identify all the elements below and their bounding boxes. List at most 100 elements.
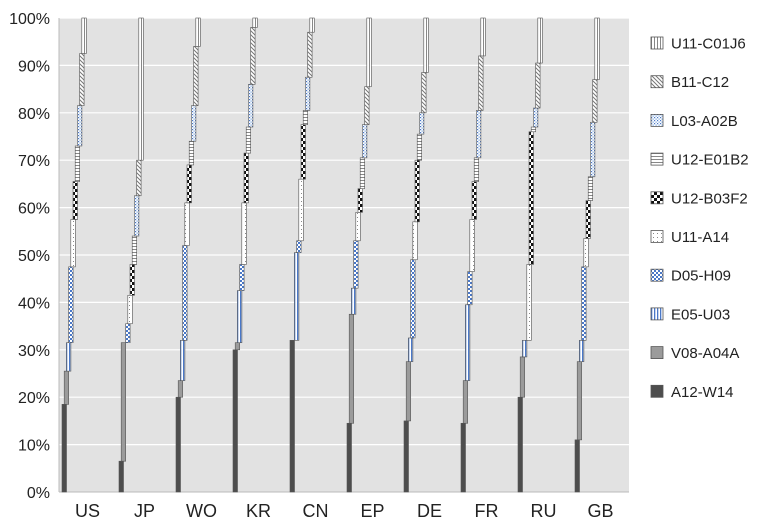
y-tick-label: 0% — [27, 485, 50, 502]
bar-ep-e05-u03 — [351, 287, 357, 315]
bar-jp-b11-c12 — [136, 159, 142, 197]
bar-de-b11-c12 — [421, 72, 427, 114]
legend-item-l03-a02b: L03-A02B — [650, 113, 738, 130]
legend-item-v08-a04a: V08-A04A — [650, 345, 739, 362]
bar-jp-d05-h09 — [125, 323, 131, 343]
bar-wo-d05-h09 — [182, 245, 188, 341]
bar-kr-v08-a04a — [234, 342, 240, 351]
bar-fr-b11-c12 — [478, 55, 484, 111]
bar-us-u12-e01b2 — [74, 145, 80, 182]
bar-ru-u12-e01b2 — [530, 126, 537, 133]
x-tick-label: JP — [134, 501, 155, 521]
bar-us-b11-c12 — [79, 53, 85, 106]
x-axis-tick-labels: US JP WO KR CN EP DE FR RU GB — [75, 501, 614, 521]
bar-wo-u11-a14 — [184, 202, 190, 246]
x-tick-label: DE — [417, 501, 442, 521]
bar-ep-u11-c01j6 — [366, 17, 372, 88]
bar-fr-u11-c01j6 — [480, 17, 486, 57]
bar-stack-wo — [175, 17, 201, 493]
bar-kr-l03-a02b — [248, 84, 254, 128]
legend-item-b11-c12: B11-C12 — [650, 74, 729, 91]
bar-stack-fr — [460, 17, 486, 493]
bar-wo-l03-a02b — [191, 105, 197, 142]
bar-wo-b11-c12 — [193, 46, 199, 106]
bar-fr-d05-h09 — [467, 271, 473, 306]
legend-swatch — [650, 230, 664, 243]
bar-gb-a12-w14 — [574, 439, 580, 493]
legend-item-u11-a14: U11-A14 — [650, 229, 729, 246]
y-tick-label: 100% — [9, 11, 50, 28]
legend-label: D05-H09 — [671, 268, 731, 285]
bar-gb-v08-a04a — [576, 361, 583, 441]
bar-ep-u11-a14 — [355, 212, 361, 242]
bar-kr-u12-b03f2 — [243, 152, 249, 204]
legend-label: A12-W14 — [671, 384, 734, 401]
bar-us-a12-w14 — [61, 404, 67, 493]
bar-fr-v08-a04a — [462, 380, 469, 424]
bar-gb-d05-h09 — [581, 266, 587, 341]
bar-ep-a12-w14 — [346, 422, 352, 493]
legend-swatch — [650, 307, 664, 321]
bar-gb-e05-u03 — [579, 340, 585, 362]
bar-stack-de — [403, 17, 429, 493]
bar-de-u11-a14 — [412, 221, 418, 261]
bar-ru-e05-u03 — [522, 340, 528, 358]
bar-gb-l03-a02b — [590, 121, 596, 178]
legend-item-d05-h09: D05-H09 — [650, 268, 731, 285]
bar-de-l03-a02b — [419, 112, 425, 135]
legend-item-u12-b03f2: U12-B03F2 — [650, 190, 748, 207]
legend-item-a12-w14: A12-W14 — [650, 384, 734, 401]
bar-kr-a12-w14 — [232, 349, 238, 493]
legend-label: V08-A04A — [671, 345, 739, 362]
x-tick-label: EP — [360, 501, 384, 521]
bar-wo-u12-e01b2 — [188, 140, 194, 166]
legend-item-e05-u03: E05-U03 — [650, 306, 730, 323]
legend-label: U11-A14 — [671, 229, 729, 246]
bar-ru-l03-a02b — [533, 107, 539, 128]
bar-de-d05-h09 — [410, 259, 416, 339]
bar-ep-l03-a02b — [362, 124, 368, 159]
y-tick-label: 30% — [18, 343, 50, 360]
bar-gb-u12-b03f2 — [585, 200, 591, 239]
bar-ru-u11-c01j6 — [537, 17, 543, 64]
bar-kr-b11-c12 — [250, 27, 256, 85]
bar-stack-us — [61, 17, 87, 493]
bar-wo-u12-b03f2 — [186, 164, 192, 204]
bar-stack-ru — [517, 17, 543, 493]
y-tick-label: 50% — [18, 248, 50, 265]
bar-stack-ep — [346, 17, 372, 493]
bar-cn-l03-a02b — [305, 76, 311, 111]
bar-fr-u12-e01b2 — [473, 157, 480, 182]
bar-kr-d05-h09 — [239, 264, 245, 291]
y-tick-label: 90% — [18, 58, 50, 75]
legend-swatch — [650, 268, 664, 282]
bar-us-u11-c01j6 — [81, 17, 87, 54]
bar-de-e05-u03 — [408, 337, 414, 362]
bar-kr-u12-e01b2 — [245, 126, 251, 154]
bar-ru-u11-a14 — [526, 264, 532, 341]
bar-ru-v08-a04a — [519, 356, 526, 398]
y-tick-label: 40% — [18, 295, 50, 312]
bar-gb-b11-c12 — [592, 79, 598, 123]
bar-ep-d05-h09 — [353, 240, 359, 289]
bar-cn-u12-b03f2 — [300, 124, 306, 180]
bar-stack-gb — [574, 17, 600, 493]
y-tick-label: 80% — [18, 106, 50, 123]
bar-cn-u11-a14 — [298, 178, 304, 242]
bar-jp-u12-e01b2 — [131, 235, 137, 265]
legend-swatch — [650, 114, 664, 127]
bar-fr-l03-a02b — [476, 110, 482, 159]
bar-stack-jp — [118, 17, 144, 493]
bar-jp-a12-w14 — [118, 460, 124, 493]
x-tick-label: US — [75, 501, 100, 521]
bar-us-v08-a04a — [63, 370, 69, 405]
bar-us-d05-h09 — [68, 266, 74, 343]
bar-us-u12-b03f2 — [72, 181, 78, 220]
legend-label: E05-U03 — [671, 306, 730, 323]
bar-de-a12-w14 — [403, 420, 409, 493]
bar-de-u12-e01b2 — [416, 133, 423, 161]
bar-de-u12-b03f2 — [414, 159, 420, 223]
legend-label: U12-B03F2 — [671, 190, 748, 207]
